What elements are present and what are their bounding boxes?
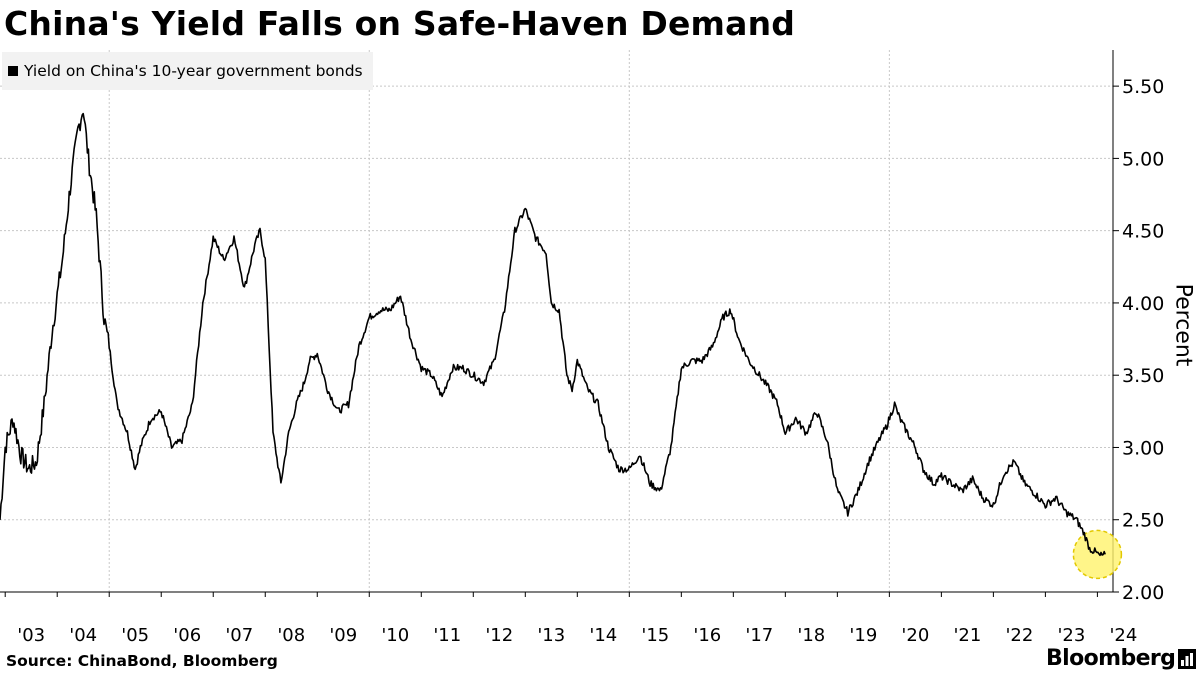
legend-label: Yield on China's 10-year government bond… <box>24 62 363 80</box>
x-tick-label: '19 <box>849 625 877 646</box>
x-tick-label: '18 <box>797 625 825 646</box>
x-tick-label: '03 <box>17 625 45 646</box>
x-tick-label: '05 <box>121 625 149 646</box>
x-tick-label: '24 <box>1109 625 1137 646</box>
legend: Yield on China's 10-year government bond… <box>2 52 373 90</box>
x-tick-label: '13 <box>537 625 565 646</box>
x-tick-label: '06 <box>173 625 201 646</box>
x-tick-label: '14 <box>589 625 617 646</box>
y-tick-label: 5.50 <box>1122 76 1164 98</box>
x-tick-label: '16 <box>693 625 721 646</box>
x-tick-label: '04 <box>69 625 97 646</box>
y-tick-label: 2.00 <box>1122 582 1164 604</box>
bloomberg-chart-icon <box>1178 649 1196 669</box>
y-tick-label: 3.00 <box>1122 437 1164 459</box>
y-tick-label: 4.50 <box>1122 221 1164 243</box>
x-tick-label: '23 <box>1057 625 1085 646</box>
x-tick-label: '08 <box>277 625 305 646</box>
x-tick-label: '22 <box>1005 625 1033 646</box>
x-tick-label: '17 <box>745 625 773 646</box>
x-tick-label: '11 <box>433 625 461 646</box>
x-tick-label: '20 <box>901 625 929 646</box>
y-tick-label: 4.00 <box>1122 293 1164 315</box>
source-note: Source: ChinaBond, Bloomberg <box>6 652 278 670</box>
legend-swatch-icon <box>8 66 18 76</box>
x-tick-label: '10 <box>381 625 409 646</box>
bloomberg-logo: Bloomberg <box>1046 646 1176 671</box>
yield-series-line <box>0 112 1106 557</box>
x-tick-label: '21 <box>953 625 981 646</box>
x-tick-label: '12 <box>485 625 513 646</box>
chart-title: China's Yield Falls on Safe-Haven Demand <box>4 4 796 43</box>
y-tick-label: 2.50 <box>1122 510 1164 532</box>
y-axis-title: Percent <box>1170 283 1196 367</box>
highlight-circle <box>1072 529 1123 580</box>
y-tick-label: 3.50 <box>1122 365 1164 387</box>
y-tick-label: 5.00 <box>1122 148 1164 170</box>
x-tick-label: '07 <box>225 625 253 646</box>
x-tick-label: '09 <box>329 625 357 646</box>
x-tick-label: '15 <box>641 625 669 646</box>
